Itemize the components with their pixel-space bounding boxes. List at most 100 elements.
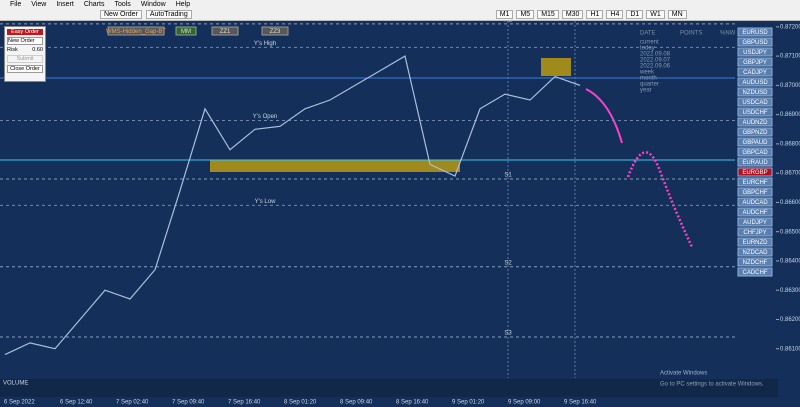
symbol-button[interactable] — [737, 107, 773, 117]
panel-title: Easy Order — [7, 29, 43, 35]
y-tick-label: 0.87200 — [780, 24, 800, 30]
symbol-button[interactable] — [737, 57, 773, 67]
symbol-button[interactable] — [737, 177, 773, 187]
symbol-button[interactable] — [737, 117, 773, 127]
y-tick-label: 0.86500 — [780, 229, 800, 235]
x-tick-label: 9 Sep 09:00 — [508, 400, 541, 406]
symbol-label[interactable]: EURNZD — [743, 240, 769, 246]
symbol-label[interactable]: NZDCAD — [743, 250, 769, 256]
y-tick-label: 0.87000 — [780, 83, 800, 89]
symbol-label[interactable]: NZDUSD — [743, 90, 769, 96]
order-type[interactable]: New Order — [7, 37, 43, 45]
x-tick-label: 8 Sep 09:40 — [340, 400, 373, 406]
symbol-button[interactable] — [737, 47, 773, 57]
submit-button[interactable]: Submit — [7, 55, 43, 63]
symbol-button[interactable] — [737, 147, 773, 157]
symbol-label[interactable]: AUDJPY — [743, 220, 767, 226]
symbol-button[interactable] — [737, 227, 773, 237]
symbol-button[interactable] — [737, 197, 773, 207]
timeframe-button[interactable]: D1 — [626, 10, 644, 19]
symbol-label[interactable]: EURCHF — [743, 180, 768, 186]
symbol-button[interactable] — [737, 257, 773, 267]
table-row-label: month — [640, 76, 657, 82]
timeframe-button[interactable]: W1 — [646, 10, 665, 19]
symbol-label[interactable]: CADJPY — [743, 70, 767, 76]
symbol-label[interactable]: GBPNZD — [742, 130, 768, 136]
level-label: R1 — [504, 21, 512, 24]
y-tick-label: 0.87100 — [780, 54, 800, 60]
symbol-label[interactable]: GBPCAD — [742, 150, 768, 156]
table-header: DATE — [640, 31, 656, 37]
symbol-button[interactable] — [737, 27, 773, 37]
symbol-button[interactable] — [737, 187, 773, 197]
level-label: Y's Low — [255, 199, 276, 205]
symbol-button[interactable] — [737, 97, 773, 107]
indicator-box — [261, 26, 289, 36]
close-order-button[interactable]: Close Order — [7, 65, 43, 73]
risk-value[interactable]: 0.60 — [32, 47, 43, 53]
symbol-button[interactable] — [737, 127, 773, 137]
x-tick-label: 7 Sep 02:40 — [116, 400, 149, 406]
symbol-label[interactable]: GBPJPY — [743, 60, 767, 66]
symbol-button[interactable] — [737, 137, 773, 147]
toolbar: New Order AutoTrading M1 M5 M15 M30 H1 H4 D1 W1… — [0, 9, 800, 21]
menu-item[interactable]: Tools — [114, 1, 131, 8]
symbol-button[interactable] — [737, 207, 773, 217]
autotrading-button[interactable]: AutoTrading — [145, 10, 192, 19]
symbol-button[interactable] — [737, 247, 773, 257]
symbol-label[interactable]: GBPAUD — [743, 140, 769, 146]
volume-panel — [0, 379, 778, 397]
menu-item[interactable]: Help — [175, 1, 191, 8]
symbol-label[interactable]: AUDNZD — [743, 120, 769, 126]
x-tick-label: 7 Sep 16:40 — [228, 400, 261, 406]
menu-item[interactable]: Charts — [83, 1, 105, 8]
menu-item[interactable]: View — [31, 1, 47, 8]
symbol-label[interactable]: GBPUSD — [742, 40, 768, 46]
symbol-label[interactable]: USDCAD — [742, 100, 768, 106]
menu-item[interactable]: Insert — [56, 1, 74, 8]
x-tick-label: 6 Sep 2022 — [4, 400, 35, 406]
risk-label: Risk — [7, 47, 18, 53]
indicator-label: WMS-Hidden_Gap-BT — [106, 29, 166, 35]
symbol-label[interactable]: CADCHF — [743, 270, 768, 276]
timeframe-button[interactable]: H4 — [606, 10, 624, 19]
timeframe-button[interactable]: M30 — [561, 10, 584, 19]
timeframe-button[interactable]: M5 — [516, 10, 535, 19]
symbol-label[interactable]: EURAUD — [742, 160, 768, 166]
price-line — [4, 55, 581, 356]
timeframe-button[interactable]: MN — [667, 10, 687, 19]
symbol-button[interactable] — [737, 267, 773, 277]
forecast-arrow — [585, 88, 623, 144]
new-order-button[interactable]: New Order — [100, 10, 142, 19]
symbol-button[interactable] — [737, 157, 773, 167]
watermark-subtitle: Go to PC settings to activate Windows. — [660, 382, 764, 388]
symbol-button[interactable] — [737, 67, 773, 77]
symbol-label[interactable]: AUDCHF — [743, 210, 768, 216]
timeframe-button[interactable]: M1 — [495, 10, 514, 19]
symbol-button[interactable] — [737, 37, 773, 47]
symbol-button[interactable] — [737, 87, 773, 97]
gap-zone — [541, 58, 571, 76]
symbol-label[interactable]: USDJPY — [743, 50, 767, 56]
indicator-label: MM — [181, 29, 191, 35]
menu-item[interactable]: File — [10, 1, 22, 8]
symbol-button[interactable] — [737, 237, 773, 247]
menu-item[interactable]: Window — [140, 1, 166, 8]
symbol-label[interactable]: NZDCHF — [743, 260, 768, 266]
symbol-button[interactable] — [737, 77, 773, 87]
timeframe-button[interactable]: M15 — [537, 10, 559, 19]
level-label: Y's High — [254, 41, 276, 47]
symbol-button[interactable] — [737, 167, 773, 177]
symbol-label[interactable]: USDCHF — [743, 110, 768, 116]
symbol-label[interactable]: EURGBP — [742, 170, 767, 176]
timeframe-button[interactable]: H1 — [586, 10, 604, 19]
symbol-button[interactable] — [737, 217, 773, 227]
y-tick-label: 0.86600 — [780, 200, 800, 206]
symbol-label[interactable]: AUDCAD — [742, 200, 768, 206]
symbol-label[interactable]: CHFJPY — [743, 230, 766, 236]
symbol-label[interactable]: AUDUSD — [742, 80, 768, 86]
symbol-label[interactable]: GBPCHF — [742, 190, 767, 196]
table-header: %NW — [720, 31, 736, 37]
symbol-label[interactable]: EURUSD — [742, 30, 768, 36]
